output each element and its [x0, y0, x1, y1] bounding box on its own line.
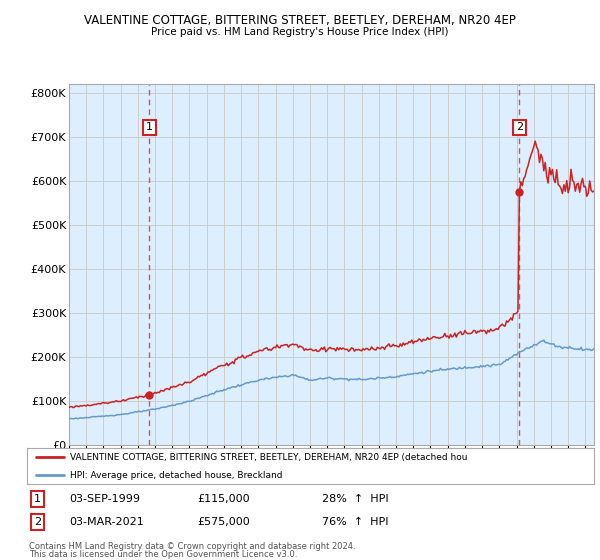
Text: 1: 1: [34, 494, 41, 503]
Text: 2: 2: [34, 517, 41, 526]
Text: 03-MAR-2021: 03-MAR-2021: [70, 517, 144, 526]
Text: This data is licensed under the Open Government Licence v3.0.: This data is licensed under the Open Gov…: [29, 550, 297, 559]
Text: £115,000: £115,000: [197, 494, 250, 503]
Text: HPI: Average price, detached house, Breckland: HPI: Average price, detached house, Brec…: [70, 471, 282, 480]
Text: 2: 2: [516, 122, 523, 132]
Text: 28%  ↑  HPI: 28% ↑ HPI: [322, 494, 388, 503]
Text: 03-SEP-1999: 03-SEP-1999: [70, 494, 140, 503]
Text: Contains HM Land Registry data © Crown copyright and database right 2024.: Contains HM Land Registry data © Crown c…: [29, 542, 355, 550]
Text: 1: 1: [146, 122, 153, 132]
Text: VALENTINE COTTAGE, BITTERING STREET, BEETLEY, DEREHAM, NR20 4EP (detached hou: VALENTINE COTTAGE, BITTERING STREET, BEE…: [70, 452, 467, 461]
Text: 76%  ↑  HPI: 76% ↑ HPI: [322, 517, 388, 526]
Text: VALENTINE COTTAGE, BITTERING STREET, BEETLEY, DEREHAM, NR20 4EP: VALENTINE COTTAGE, BITTERING STREET, BEE…: [84, 14, 516, 27]
Text: £575,000: £575,000: [197, 517, 250, 526]
Text: Price paid vs. HM Land Registry's House Price Index (HPI): Price paid vs. HM Land Registry's House …: [151, 27, 449, 37]
